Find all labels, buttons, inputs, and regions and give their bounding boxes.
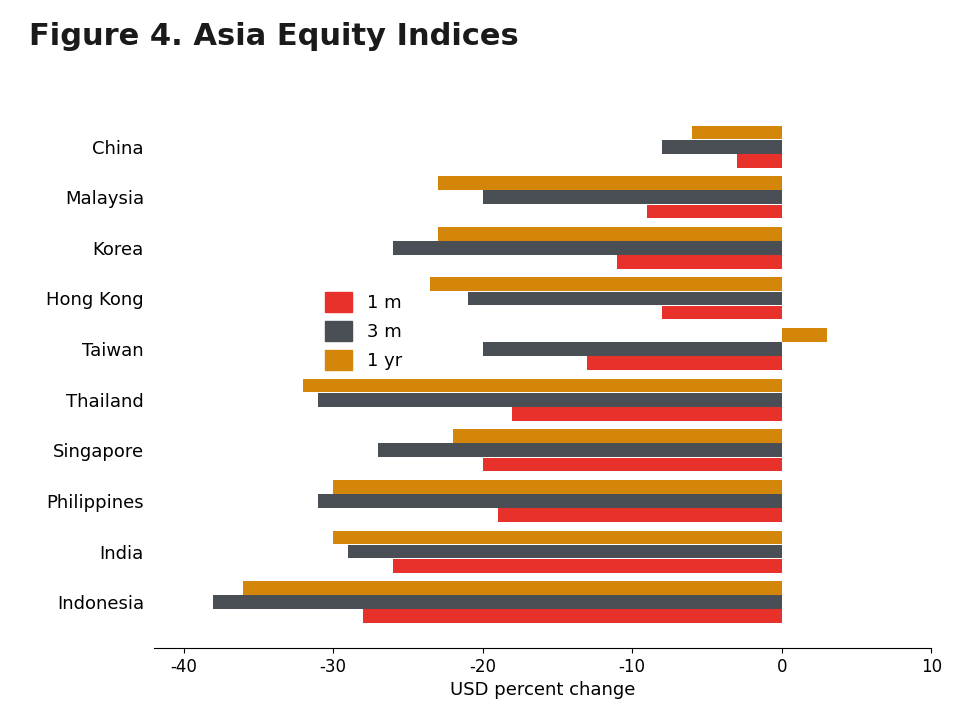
Bar xyxy=(497,508,781,522)
Bar xyxy=(243,581,781,595)
Bar xyxy=(333,531,781,544)
Legend: 1 m, 3 m, 1 yr: 1 m, 3 m, 1 yr xyxy=(318,285,409,377)
Bar xyxy=(588,356,781,370)
Bar xyxy=(513,407,781,420)
Bar xyxy=(737,154,781,168)
Bar xyxy=(393,241,781,255)
Bar xyxy=(617,255,781,269)
Bar xyxy=(378,444,781,457)
Bar xyxy=(662,306,781,320)
Bar xyxy=(363,609,781,623)
Bar xyxy=(647,204,781,218)
Bar xyxy=(483,191,781,204)
Bar xyxy=(662,140,781,153)
Bar xyxy=(393,559,781,572)
Bar xyxy=(483,458,781,472)
Bar xyxy=(453,429,781,443)
Bar xyxy=(318,393,781,407)
Bar xyxy=(430,277,781,291)
Text: Figure 4. Asia Equity Indices: Figure 4. Asia Equity Indices xyxy=(29,22,518,50)
Bar xyxy=(333,480,781,494)
Bar xyxy=(213,595,781,609)
Bar xyxy=(483,342,781,356)
Bar xyxy=(692,126,781,140)
X-axis label: USD percent change: USD percent change xyxy=(449,681,636,699)
Bar xyxy=(318,494,781,508)
Bar xyxy=(438,227,781,240)
Bar xyxy=(468,292,781,305)
Bar xyxy=(438,176,781,190)
Bar xyxy=(781,328,827,342)
Bar xyxy=(303,379,781,392)
Bar xyxy=(348,545,781,558)
